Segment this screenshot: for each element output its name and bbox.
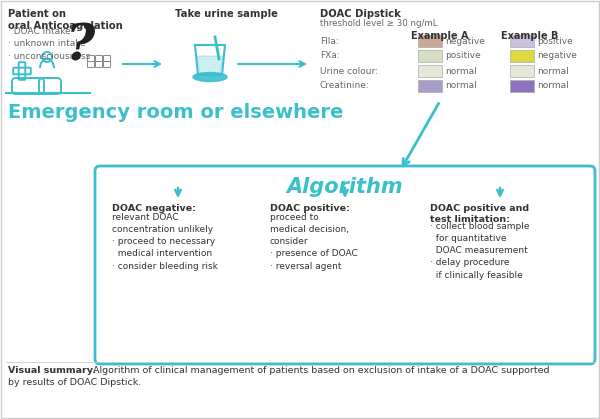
- Text: proceed to
medical decision,
consider
· presence of DOAC
· reversal agent: proceed to medical decision, consider · …: [270, 213, 358, 271]
- Text: Patient on
oral Anticoagulation: Patient on oral Anticoagulation: [8, 9, 123, 31]
- Text: DOAC positive and
test limitation:: DOAC positive and test limitation:: [430, 204, 529, 224]
- FancyBboxPatch shape: [510, 50, 534, 62]
- FancyBboxPatch shape: [418, 50, 442, 62]
- Text: DOAC Dipstick: DOAC Dipstick: [320, 9, 401, 19]
- Text: Visual summary.: Visual summary.: [8, 366, 96, 375]
- Text: by results of DOAC Dipstick.: by results of DOAC Dipstick.: [8, 378, 141, 387]
- Text: · DOAC intake
· unknown intake
· unconsciousness: · DOAC intake · unknown intake · unconsc…: [8, 27, 90, 61]
- Text: Take urine sample: Take urine sample: [175, 9, 278, 19]
- FancyBboxPatch shape: [418, 80, 442, 92]
- Text: Example A: Example A: [411, 31, 469, 41]
- Text: DOAC positive:: DOAC positive:: [270, 204, 350, 213]
- Text: DOAC negative:: DOAC negative:: [112, 204, 196, 213]
- Text: Algorithm of clinical management of patients based on exclusion of intake of a D: Algorithm of clinical management of pati…: [90, 366, 550, 375]
- Text: Emergency room or elsewhere: Emergency room or elsewhere: [8, 103, 343, 122]
- Polygon shape: [197, 56, 223, 74]
- Text: positive: positive: [445, 52, 481, 60]
- Text: FXa:: FXa:: [320, 52, 340, 60]
- Text: relevant DOAC
concentration unlikely
· proceed to necessary
  medical interventi: relevant DOAC concentration unlikely · p…: [112, 213, 218, 271]
- Text: Example B: Example B: [502, 31, 559, 41]
- Text: Creatinine:: Creatinine:: [320, 82, 370, 91]
- Text: threshold level ≥ 30 ng/mL: threshold level ≥ 30 ng/mL: [320, 19, 437, 28]
- Text: FIIa:: FIIa:: [320, 36, 339, 46]
- Text: Algorithm: Algorithm: [287, 177, 403, 197]
- Text: negative: negative: [445, 36, 485, 46]
- FancyBboxPatch shape: [95, 166, 595, 364]
- Text: negative: negative: [537, 52, 577, 60]
- Text: normal: normal: [445, 82, 477, 91]
- Text: Urine colour:: Urine colour:: [320, 67, 378, 75]
- Text: normal: normal: [445, 67, 477, 75]
- FancyBboxPatch shape: [510, 35, 534, 47]
- FancyBboxPatch shape: [418, 35, 442, 47]
- FancyBboxPatch shape: [510, 80, 534, 92]
- FancyBboxPatch shape: [510, 65, 534, 77]
- Text: positive: positive: [537, 36, 573, 46]
- Text: normal: normal: [537, 67, 569, 75]
- Text: ?: ?: [65, 23, 95, 72]
- Text: normal: normal: [537, 82, 569, 91]
- Text: · collect blood sample
  for quantitative
  DOAC measurement
· delay procedure
 : · collect blood sample for quantitative …: [430, 222, 530, 279]
- Ellipse shape: [193, 72, 227, 82]
- FancyBboxPatch shape: [418, 65, 442, 77]
